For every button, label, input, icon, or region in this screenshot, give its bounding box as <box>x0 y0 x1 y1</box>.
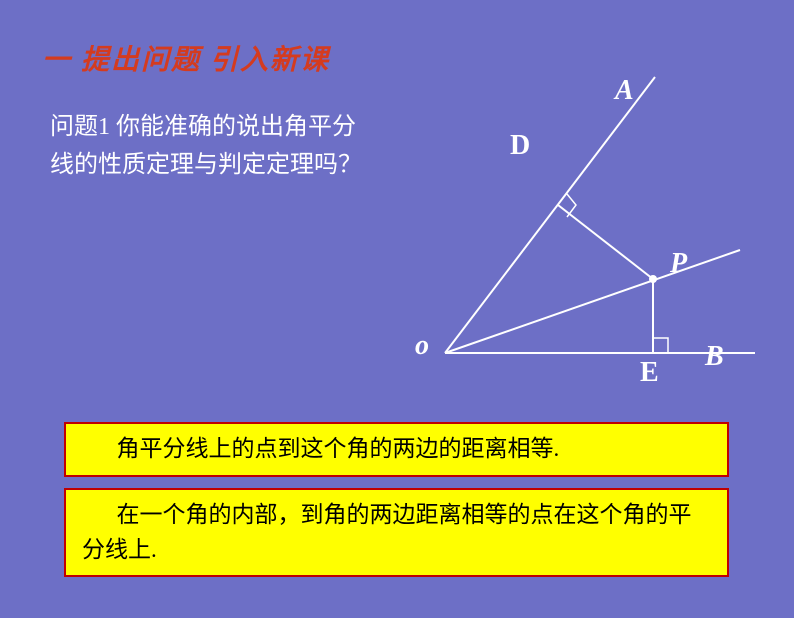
label-o: o <box>415 330 429 362</box>
segment-pd <box>558 205 653 279</box>
right-angle-e <box>653 338 668 353</box>
point-p-marker <box>649 275 657 283</box>
bisector-op <box>445 250 740 353</box>
label-p: P <box>670 248 687 280</box>
label-b: B <box>705 341 724 373</box>
theorem1-text: 角平分线上的点到这个角的两边的距离相等. <box>117 436 560 461</box>
label-a: A <box>615 75 634 107</box>
ray-oa <box>445 77 655 353</box>
angle-bisector-diagram: A D P o E B <box>395 75 770 395</box>
label-e: E <box>640 357 659 389</box>
theorem-box-1: 角平分线上的点到这个角的两边的距离相等. <box>64 422 729 477</box>
theorem2-text: 在一个角的内部，到角的两边距离相等的点在这个角的平分线上. <box>82 502 692 562</box>
question-text: 问题1 你能准确的说出角平分线的性质定理与判定定理吗？ <box>50 108 370 185</box>
section-heading: 一 提出问题 引入新课 <box>42 38 330 78</box>
theorem-box-2: 在一个角的内部，到角的两边距离相等的点在这个角的平分线上. <box>64 488 729 577</box>
label-d: D <box>510 130 530 162</box>
